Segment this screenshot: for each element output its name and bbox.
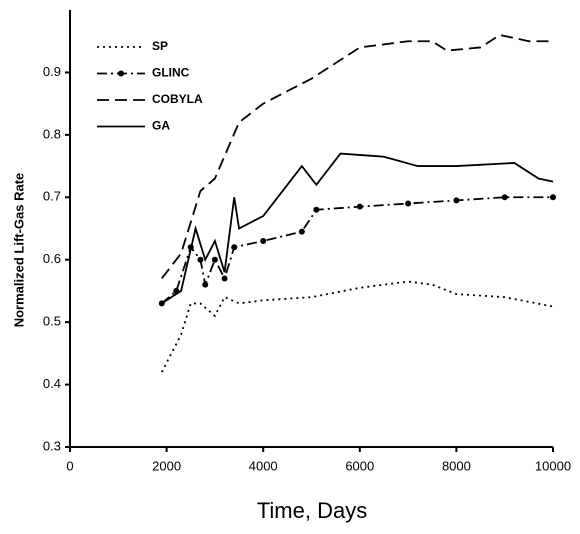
x-tick-label: 0 bbox=[66, 458, 73, 473]
point-marker bbox=[501, 194, 508, 201]
series-line bbox=[161, 34, 553, 279]
point-marker bbox=[221, 275, 228, 282]
point-marker bbox=[550, 194, 556, 201]
point-marker bbox=[231, 244, 238, 251]
x-tick-label: 10000 bbox=[535, 458, 571, 473]
x-tick-label: 4000 bbox=[249, 458, 278, 473]
y-tick-label: 0.6 bbox=[43, 251, 61, 266]
legend-label: SP bbox=[152, 39, 168, 53]
point-marker bbox=[298, 228, 305, 235]
point-marker bbox=[453, 197, 460, 204]
series-line bbox=[161, 196, 553, 305]
x-tick-label: 8000 bbox=[442, 458, 471, 473]
y-tick-label: 0.9 bbox=[43, 64, 61, 79]
x-tick-label: 2000 bbox=[152, 458, 181, 473]
y-tick-label: 0.4 bbox=[43, 376, 61, 391]
point-marker bbox=[202, 281, 209, 288]
point-marker bbox=[260, 237, 267, 244]
series-line bbox=[160, 280, 554, 373]
y-tick-label: 0.8 bbox=[43, 126, 61, 141]
series-line bbox=[161, 152, 554, 305]
point-marker bbox=[356, 203, 363, 210]
y-tick-label: 0.7 bbox=[43, 189, 61, 204]
point-marker bbox=[211, 256, 218, 263]
y-axis-label: Normalized Lift-Gas Rate bbox=[11, 173, 26, 328]
x-tick-label: 6000 bbox=[345, 458, 374, 473]
point-marker bbox=[405, 200, 412, 207]
point-marker bbox=[313, 206, 320, 213]
point-marker bbox=[197, 256, 204, 263]
legend-label: COBYLA bbox=[152, 92, 203, 106]
legend-label: GLINC bbox=[152, 66, 190, 80]
x-axis-label: Time, Days bbox=[257, 498, 367, 523]
y-tick-label: 0.5 bbox=[43, 314, 61, 329]
y-tick-label: 0.3 bbox=[43, 438, 61, 453]
legend-label: GA bbox=[152, 119, 170, 133]
legend-marker bbox=[118, 70, 124, 77]
